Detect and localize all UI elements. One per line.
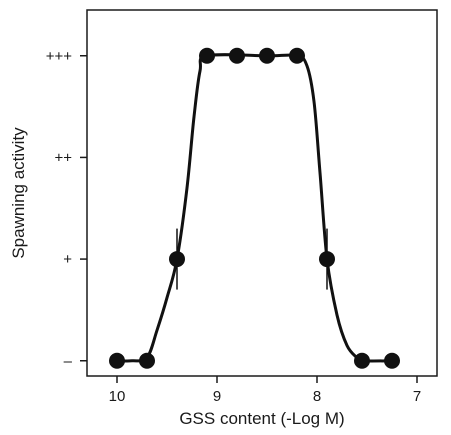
y-tick-label: – <box>64 353 73 370</box>
ticks-layer: 10 9 8 7–++++++ <box>46 48 421 405</box>
data-point <box>289 47 305 64</box>
data-point <box>169 251 185 268</box>
data-point <box>259 47 275 64</box>
data-point <box>109 352 125 369</box>
x-tick-label: 8 <box>313 388 321 405</box>
data-point <box>319 251 335 268</box>
x-tick-label: 7 <box>413 388 421 405</box>
x-tick-label: 9 <box>213 388 221 405</box>
data-point <box>199 47 215 64</box>
fitted-curve <box>116 53 393 363</box>
y-tick-label: + <box>63 251 72 268</box>
data-point <box>354 352 370 369</box>
y-tick-label: +++ <box>46 48 73 65</box>
x-tick-label: 10 <box>109 388 126 405</box>
curve-layer <box>116 53 393 363</box>
y-axis-title: Spawning activity <box>9 127 28 259</box>
data-point <box>139 352 155 369</box>
plot-frame <box>86 9 438 377</box>
marks-layer <box>109 47 400 369</box>
x-axis-title: GSS content (-Log M) <box>179 409 344 428</box>
data-point <box>384 352 400 369</box>
y-tick-label: ++ <box>54 149 72 166</box>
data-point <box>229 47 245 64</box>
